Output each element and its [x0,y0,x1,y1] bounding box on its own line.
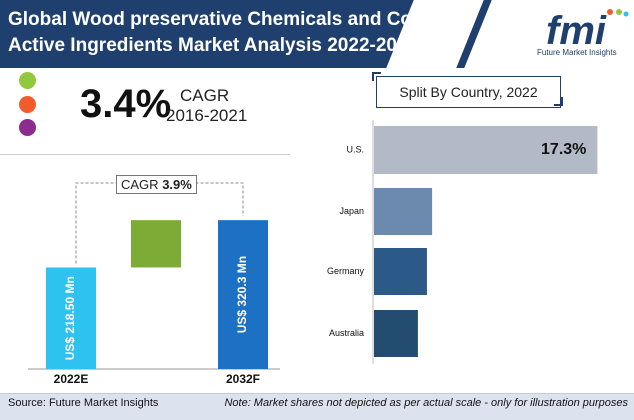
x-tick-label: 2032F [226,372,260,386]
section-divider [0,154,290,155]
title-corner-mark [372,72,374,81]
legend-dot-orange [19,96,36,113]
cagr-label: CAGR [180,86,230,105]
title-corner-mark [554,104,563,106]
fmi-logo: fmi [546,9,629,53]
market-size-chart: US$ 218.50 Mn 2022E US$ 320.3 Mn 2032F [28,182,280,386]
cagr-forecast-value: 3.9% [162,177,192,192]
logo-dot-icon [616,9,622,15]
increment-bar [131,220,181,268]
page-title: Global Wood preservative Chemicals and C… [8,7,478,59]
title-line-1: Global Wood preservative Chemicals and C… [8,9,468,30]
y-tick-label: Japan [339,206,364,216]
chart-title-split-by-country: Split By Country, 2022 [376,76,561,108]
bar-Australia [374,310,418,357]
cagr-forecast-label: CAGR [121,177,159,192]
bar-U.S. [374,126,598,174]
footer-bar [0,393,634,420]
title-corner-mark [372,72,381,74]
logo-dot-icon [607,9,613,15]
cagr-forecast-badge: CAGR 3.9% [116,175,197,194]
x-tick-label: 2022E [54,372,89,386]
bar-2022E [46,267,96,369]
bar-value-label: US$ 218.50 Mn [63,276,77,360]
legend-dot-purple [19,119,36,136]
y-tick-label: Germany [327,266,365,276]
logo-wordmark: fmi [546,9,607,53]
data-label: 17.3% [541,141,586,158]
source-note: Source: Future Market Insights [8,397,159,409]
bar-Germany [374,248,427,295]
cagr-value: 3.4% [80,82,172,126]
cagr-connector-line [75,182,244,264]
title-corner-mark [561,97,563,106]
legend-dot-green [19,72,36,89]
bar-value-label: US$ 320.3 Mn [235,256,249,333]
logo-subtitle: Future Market Insights [537,48,617,57]
bar-Japan [374,188,433,235]
y-tick-label: U.S. [346,144,364,154]
header-banner: Global Wood preservative Chemicals and C… [0,0,634,68]
title-line-2: Active Ingredients Market Analysis 2022-… [8,35,419,56]
country-split-chart: U.S. 17.3% Japan Germany Australia [327,120,598,364]
cagr-period: 2016-2021 [166,106,248,125]
bar-2032F [218,220,268,369]
logo-dot-icon [623,11,629,17]
disclaimer-note: Note: Market shares not depicted as per … [224,397,628,409]
y-tick-label: Australia [329,328,364,338]
